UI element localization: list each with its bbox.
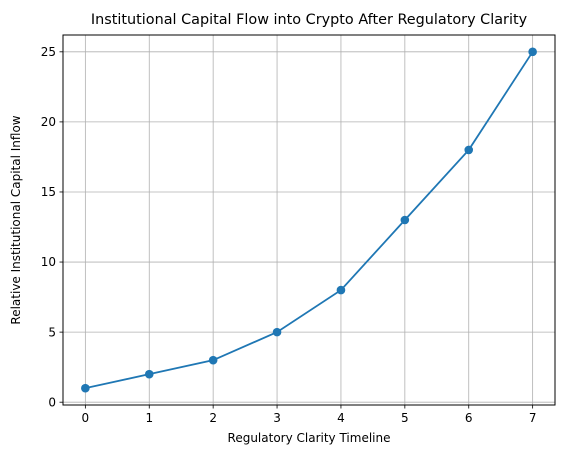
data-point [336,285,346,295]
data-point [272,327,282,337]
data-point [144,369,154,379]
x-axis-label: Regulatory Clarity Timeline [228,431,391,445]
data-point [528,47,537,57]
x-tick-label: 0 [82,411,90,425]
axes: 0 1 2 3 4 5 6 7 0 5 10 15 20 25 [41,45,537,425]
x-tick-label: 7 [529,411,537,425]
series-line [85,51,534,390]
data-point [464,145,474,155]
y-axis-label: Relative Institutional Capital Inflow [9,115,23,324]
x-tick-label: 5 [401,411,409,425]
x-tick-label: 2 [209,411,217,425]
x-tick-label: 1 [145,411,153,425]
x-tick-label: 3 [273,411,281,425]
x-tick-label: 4 [337,411,345,425]
x-tick-label: 6 [465,411,473,425]
y-tick-label: 20 [41,115,56,129]
series-layer [81,47,537,393]
plot-frame [62,34,556,406]
data-point [400,215,410,225]
y-tick-label: 25 [41,45,56,59]
chart-title: Institutional Capital Flow into Crypto A… [91,12,528,28]
grid [63,35,555,405]
data-point [208,355,218,365]
y-tick-label: 15 [41,185,56,199]
y-tick-label: 0 [48,395,56,409]
y-tick-label: 10 [41,255,56,269]
y-tick-label: 5 [48,325,56,339]
data-point [81,383,90,393]
